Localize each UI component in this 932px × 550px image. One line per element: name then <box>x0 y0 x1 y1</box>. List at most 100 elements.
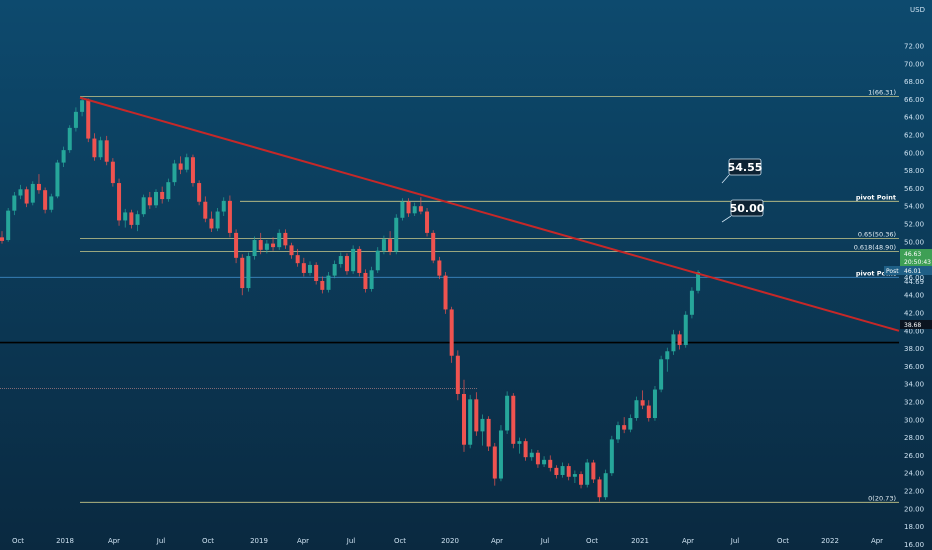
candle[interactable] <box>400 198 405 221</box>
candle[interactable] <box>12 191 17 216</box>
candle[interactable] <box>523 438 528 461</box>
candle[interactable] <box>332 260 337 279</box>
candle[interactable] <box>505 391 510 435</box>
candle[interactable] <box>92 133 97 161</box>
candle[interactable] <box>462 379 466 452</box>
candle[interactable] <box>123 208 128 228</box>
candle[interactable] <box>622 417 627 434</box>
candle[interactable] <box>529 449 534 461</box>
candle[interactable] <box>117 178 122 226</box>
candle[interactable] <box>406 198 411 217</box>
candle[interactable] <box>474 392 479 436</box>
candle[interactable] <box>640 390 645 410</box>
candle[interactable] <box>671 329 676 355</box>
candle[interactable] <box>80 96 85 117</box>
candle[interactable] <box>129 209 134 229</box>
candle[interactable] <box>351 245 356 274</box>
candle[interactable] <box>634 396 639 421</box>
candle[interactable] <box>227 195 232 238</box>
candle[interactable] <box>443 272 448 314</box>
candle[interactable] <box>190 154 195 187</box>
candle[interactable] <box>49 193 54 213</box>
candle[interactable] <box>67 125 72 153</box>
candle[interactable] <box>498 425 503 482</box>
candle[interactable] <box>246 252 251 292</box>
candle[interactable] <box>591 459 596 483</box>
candle[interactable] <box>295 248 300 267</box>
candle[interactable] <box>308 261 312 276</box>
candle[interactable] <box>338 252 343 268</box>
candle[interactable] <box>480 414 485 446</box>
candle[interactable] <box>86 98 91 143</box>
candle[interactable] <box>326 272 331 293</box>
candle[interactable] <box>683 311 688 348</box>
candle[interactable] <box>197 180 202 206</box>
candle[interactable] <box>203 196 208 223</box>
candle[interactable] <box>277 229 282 250</box>
candle[interactable] <box>55 159 60 199</box>
price-axis[interactable]: 72.00 70.00 68.00 66.00 64.00 62.00 60.00 58.00… <box>904 43 924 549</box>
candle[interactable] <box>554 465 559 479</box>
candle[interactable] <box>468 394 473 449</box>
candle[interactable] <box>659 355 664 393</box>
candle[interactable] <box>449 306 454 363</box>
candle[interactable] <box>585 458 590 488</box>
candle[interactable] <box>597 476 602 502</box>
candle[interactable] <box>135 210 140 232</box>
candle[interactable] <box>517 437 522 454</box>
candle[interactable] <box>166 178 171 202</box>
candle[interactable] <box>542 456 547 467</box>
candle[interactable] <box>221 197 226 216</box>
candle[interactable] <box>18 184 23 200</box>
candle[interactable] <box>24 186 29 208</box>
candle[interactable] <box>388 231 393 256</box>
candle[interactable] <box>160 186 165 204</box>
candle[interactable] <box>283 229 288 249</box>
candle[interactable] <box>566 463 571 481</box>
candle[interactable] <box>579 471 584 489</box>
candle[interactable] <box>437 256 442 280</box>
candle[interactable] <box>677 330 682 350</box>
candle[interactable] <box>560 462 565 478</box>
candle[interactable] <box>36 174 41 194</box>
candle[interactable] <box>363 269 368 293</box>
candle[interactable] <box>492 442 497 486</box>
candle[interactable] <box>609 435 614 476</box>
candle[interactable] <box>147 191 152 209</box>
candle[interactable] <box>486 416 491 451</box>
candle[interactable] <box>375 247 380 273</box>
trendline[interactable] <box>79 96 900 332</box>
candle[interactable] <box>258 232 263 255</box>
candle[interactable] <box>172 159 177 186</box>
candle[interactable] <box>209 211 214 233</box>
candle[interactable] <box>357 246 362 277</box>
candle[interactable] <box>455 350 460 401</box>
candle[interactable] <box>535 450 540 468</box>
time-axis[interactable]: Oct 2018 Apr Jul Oct 2019 Apr Jul Oct 2020 Apr Jul O… <box>12 537 883 545</box>
candle[interactable] <box>178 156 183 175</box>
candle[interactable] <box>98 136 103 160</box>
candle[interactable] <box>652 385 657 421</box>
candle[interactable] <box>412 202 417 216</box>
candle[interactable] <box>252 236 257 260</box>
candle[interactable] <box>425 207 430 237</box>
candle[interactable] <box>0 231 4 244</box>
candle[interactable] <box>240 254 245 296</box>
candle[interactable] <box>61 146 66 168</box>
candle[interactable] <box>43 187 48 214</box>
candle[interactable] <box>511 393 516 449</box>
candle[interactable] <box>431 230 436 264</box>
candle[interactable] <box>110 158 115 187</box>
candle[interactable] <box>264 240 269 254</box>
candle[interactable] <box>184 153 189 173</box>
candle[interactable] <box>572 470 577 483</box>
candle[interactable] <box>104 135 109 166</box>
candle[interactable] <box>394 214 399 255</box>
candle[interactable] <box>344 253 349 275</box>
candle[interactable] <box>320 276 325 294</box>
candle[interactable] <box>616 421 620 443</box>
candle[interactable] <box>73 107 78 132</box>
candle[interactable] <box>418 197 423 215</box>
candle[interactable] <box>289 242 294 259</box>
